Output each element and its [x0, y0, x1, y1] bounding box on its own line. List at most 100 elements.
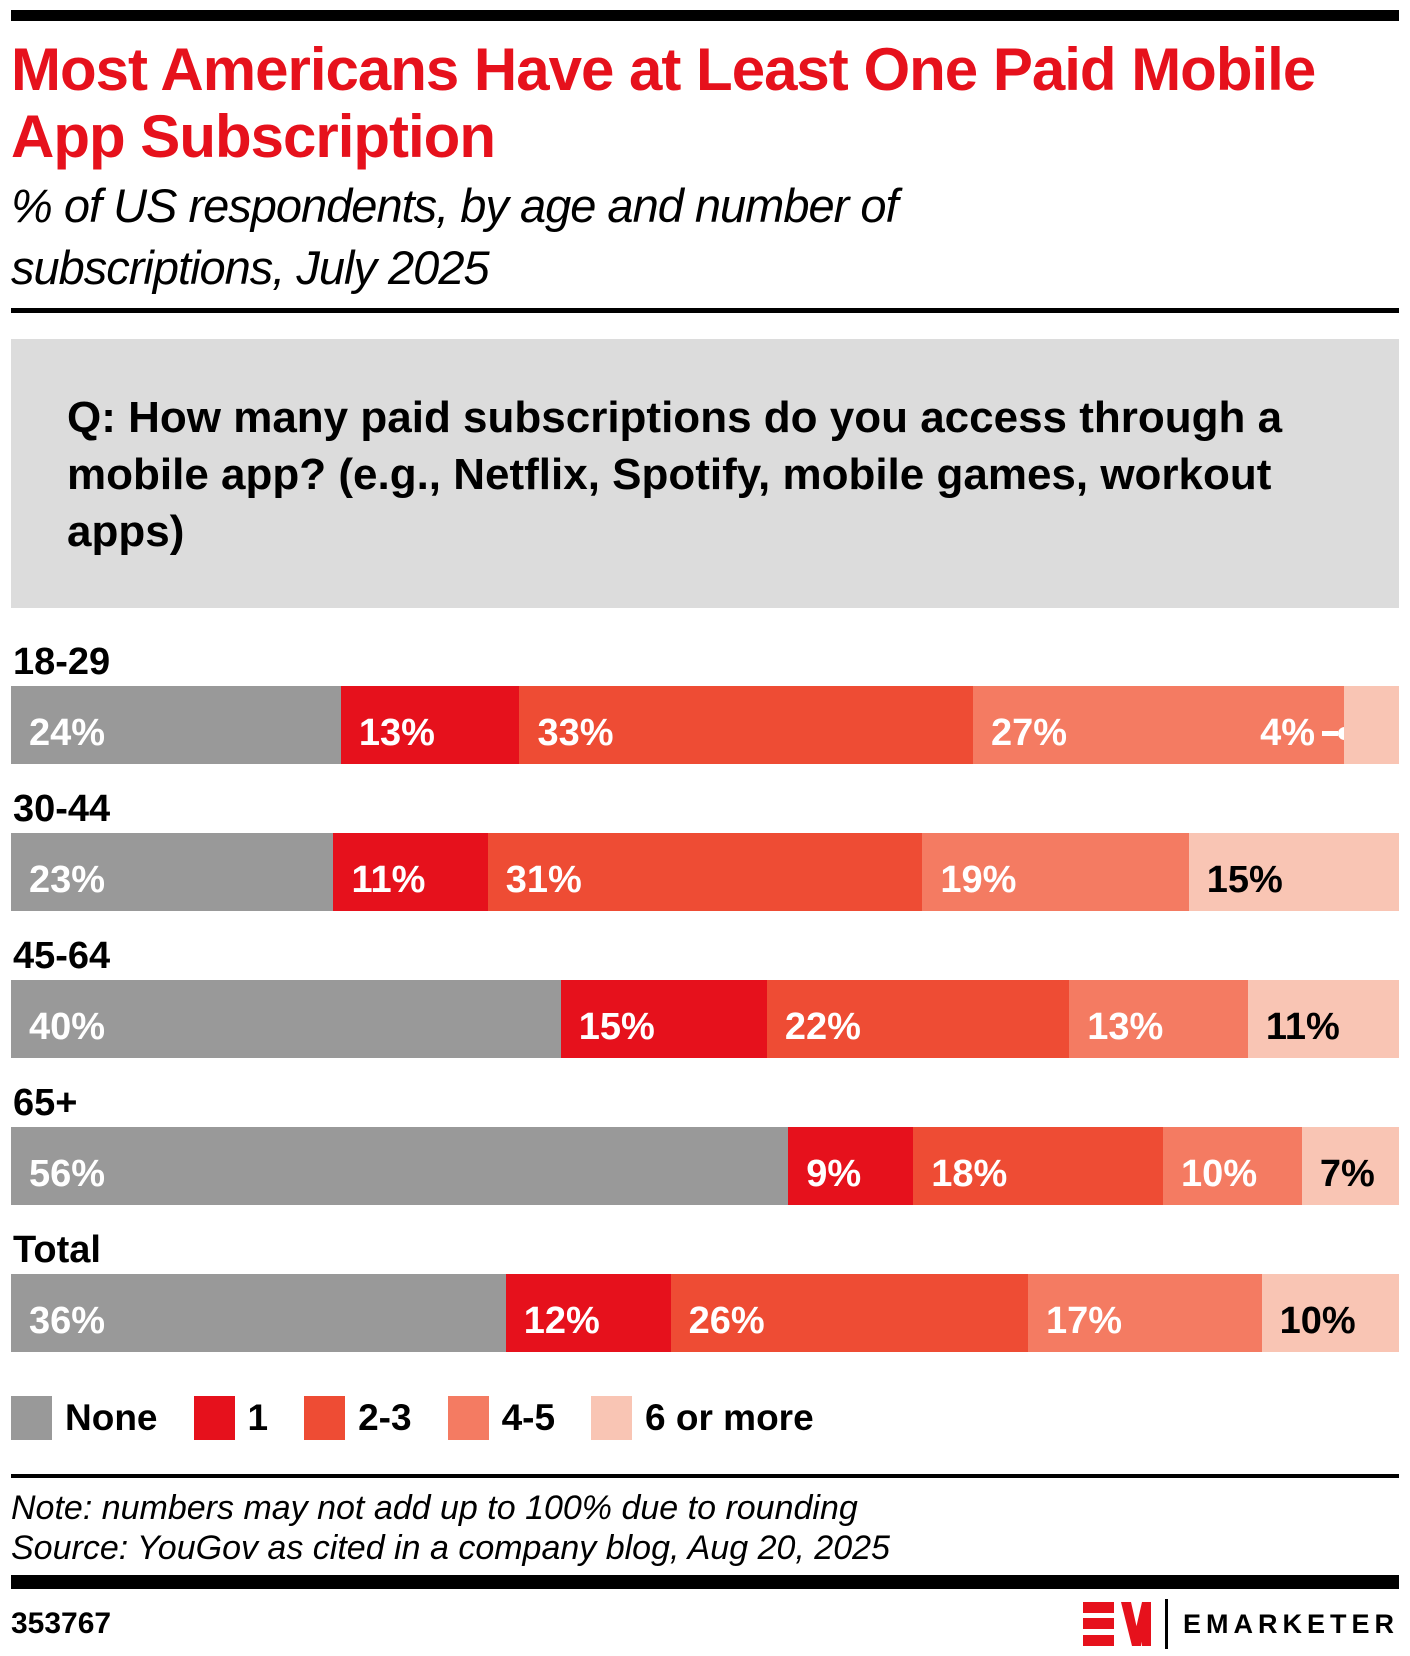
segment-value-label: 7%: [1319, 1153, 1375, 1195]
segment-value-label: 23%: [29, 859, 106, 901]
segment-value-label: 10%: [1181, 1153, 1258, 1195]
legend-swatch: [193, 1396, 235, 1440]
bar-segment: 10%: [1261, 1274, 1399, 1352]
callout-value-label: 4%: [1260, 712, 1316, 754]
stacked-bar-chart: 18-29 24% 13% 33% 27% 4% 30-44 23% 11% 31% 19% 15% 4…: [11, 642, 1400, 1352]
source-text: Source: YouGov as cited in a company blo…: [11, 1529, 890, 1567]
bar-segment: 13%: [340, 686, 520, 764]
segment-value-label: 24%: [29, 712, 106, 754]
segment-callout-label: 4%: [1260, 712, 1352, 755]
row-label: Total: [13, 1229, 101, 1271]
segment-value-label: 13%: [358, 712, 435, 754]
bar-segment: 9%: [788, 1127, 914, 1205]
bar-segment: 13%: [1069, 980, 1248, 1058]
note-rule: [11, 1474, 1399, 1478]
notes-block: Note: numbers may not add up to 100% due…: [11, 1488, 1399, 1568]
bar-row: 30-44 23% 11% 31% 19% 15%: [11, 789, 1399, 911]
segment-value-label: 56%: [29, 1153, 106, 1195]
bar-row: 65+ 56% 9% 18% 10% 7%: [11, 1083, 1399, 1205]
footer-rule: [11, 1575, 1399, 1589]
brand-divider: [1164, 1599, 1168, 1649]
segment-value-label: 9%: [806, 1153, 862, 1195]
stacked-bar: 56% 9% 18% 10% 7%: [11, 1127, 1399, 1205]
row-label: 65+: [13, 1082, 78, 1124]
bar-segment: 15%: [1188, 833, 1399, 911]
bar-segment: 11%: [333, 833, 488, 911]
legend-item: 6 or more: [591, 1396, 814, 1440]
chart-id: 353767: [11, 1607, 112, 1640]
legend-label: 1: [247, 1397, 269, 1438]
bar-segment: 17%: [1027, 1274, 1262, 1352]
bar-segment: 19%: [922, 833, 1189, 911]
bar-segment: 7%: [1301, 1127, 1399, 1205]
bar-segment: 22%: [766, 980, 1070, 1058]
legend-label: 4-5: [501, 1397, 556, 1438]
chart-subtitle-line1: % of US respondents, by age and number o…: [11, 179, 899, 232]
top-rule: [11, 10, 1399, 21]
emarketer-logo-icon: [1082, 1602, 1151, 1646]
survey-question-line3: apps): [67, 507, 185, 556]
survey-question-box: Q: How many paid subscriptions do you ac…: [11, 339, 1399, 608]
brand-name: EMARKETER: [1182, 1608, 1399, 1639]
legend-label: 6 or more: [645, 1397, 814, 1438]
segment-value-label: 11%: [1265, 1006, 1340, 1048]
bar-segment: 12%: [505, 1274, 671, 1352]
legend-item: 2-3: [304, 1396, 412, 1440]
bar-segment: 26%: [670, 1274, 1028, 1352]
chart-subtitle: % of US respondents, by age and number o…: [11, 175, 1399, 299]
stacked-bar: 40% 15% 22% 13% 11%: [11, 980, 1400, 1058]
segment-value-label: 15%: [1206, 859, 1283, 901]
bar-segment: [1344, 686, 1399, 764]
segment-value-label: 19%: [940, 859, 1017, 901]
row-label: 45-64: [13, 935, 111, 977]
header-rule: [11, 308, 1399, 313]
row-label: 30-44: [13, 788, 111, 830]
legend-swatch: [304, 1396, 346, 1440]
bar-segment: 18%: [913, 1127, 1164, 1205]
bar-segment: 24%: [11, 686, 341, 764]
segment-value-label: 17%: [1045, 1300, 1123, 1342]
segment-value-label: 27%: [990, 712, 1068, 754]
chart-title-line2: App Subscription: [11, 103, 496, 170]
bar-segment: 23%: [11, 833, 334, 911]
segment-value-label: 40%: [29, 1006, 106, 1048]
row-label: 18-29: [13, 641, 111, 683]
bar-segment: 40%: [11, 980, 561, 1058]
bar-segment: 31%: [487, 833, 923, 911]
segment-value-label: 12%: [523, 1300, 600, 1342]
bar-segment: 27% 4%: [972, 686, 1352, 764]
chart-title-line1: Most Americans Have at Least One Paid Mo…: [11, 36, 1316, 103]
footer: 353767 EMARKETER: [11, 1599, 1399, 1649]
legend-item: 1: [193, 1396, 269, 1440]
stacked-bar: 24% 13% 33% 27% 4%: [11, 686, 1399, 764]
callout-line: [1322, 731, 1339, 736]
bar-row: 45-64 40% 15% 22% 13% 11%: [11, 935, 1400, 1058]
survey-question-line2: mobile app? (e.g., Netflix, Spotify, mob…: [67, 450, 1272, 499]
legend: None 1 2-3 4-5 6 or more: [11, 1396, 1399, 1440]
legend-label: None: [65, 1397, 158, 1438]
segment-value-label: 13%: [1087, 1006, 1164, 1048]
segment-value-label: 15%: [578, 1006, 655, 1048]
chart-subtitle-line2: subscriptions, July 2025: [11, 241, 490, 294]
bar-segment: 10%: [1163, 1127, 1302, 1205]
bar-row: 18-29 24% 13% 33% 27% 4%: [11, 642, 1399, 764]
segment-value-label: 18%: [931, 1153, 1008, 1195]
brand-lockup: EMARKETER: [1082, 1599, 1399, 1649]
segment-value-label: 31%: [505, 859, 582, 901]
survey-question-line1: Q: How many paid subscriptions do you ac…: [67, 393, 1283, 442]
legend-label: 2-3: [358, 1397, 412, 1438]
legend-swatch: [11, 1396, 52, 1440]
segment-value-label: 36%: [29, 1300, 106, 1342]
legend-item: None: [11, 1396, 158, 1440]
segment-value-label: 10%: [1279, 1300, 1356, 1342]
bar-segment: 33%: [519, 686, 973, 764]
chart-title: Most Americans Have at Least One Paid Mo…: [11, 36, 1399, 170]
bar-row: Total 36% 12% 26% 17% 10%: [11, 1230, 1399, 1352]
bar-segment: 11%: [1247, 980, 1400, 1058]
infographic: Most Americans Have at Least One Paid Mo…: [0, 10, 1410, 1649]
legend-swatch: [447, 1396, 489, 1440]
segment-value-label: 22%: [784, 1006, 861, 1048]
bar-segment: 56%: [11, 1127, 789, 1205]
segment-value-label: 11%: [351, 859, 426, 901]
stacked-bar: 23% 11% 31% 19% 15%: [11, 833, 1399, 911]
